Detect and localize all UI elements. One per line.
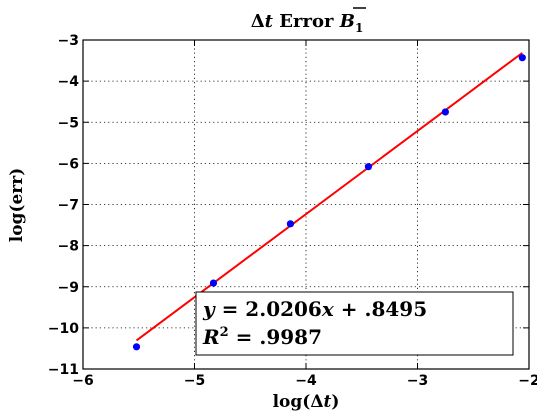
title-var-t: t xyxy=(265,11,274,32)
r-squared-value: = .9987 xyxy=(229,325,322,349)
data-point xyxy=(364,163,373,171)
y-tick-label: −8 xyxy=(58,239,79,255)
data-point xyxy=(518,54,526,62)
annotation-equation: y = 2.0206x + .8495 xyxy=(202,297,427,321)
title-var-b: B xyxy=(339,11,355,32)
y-tick-label: −10 xyxy=(48,321,79,337)
y-tick-label: −6 xyxy=(58,156,79,172)
x-tick-label: −3 xyxy=(407,373,428,389)
x-axis-label: log(Δt) xyxy=(273,392,340,412)
x-tick-label: −4 xyxy=(295,373,317,389)
x-tick-label: −6 xyxy=(72,373,93,389)
y-tick-label: −3 xyxy=(58,33,79,49)
x-label-close: ) xyxy=(331,392,339,412)
title-middle: Error xyxy=(273,11,340,32)
x-label-log: log( xyxy=(273,392,311,412)
title-subscript: 1 xyxy=(355,21,363,35)
points-layer xyxy=(132,54,526,351)
equation-intercept: + .8495 xyxy=(334,297,427,321)
y-axis-label: log(err) xyxy=(7,168,27,243)
r-squared-exponent: 2 xyxy=(220,325,229,340)
ticks: −6 −5 −4 −3 −2 −3 −4 −5 −6 −7 −8 −9 −10 −11 xyxy=(48,33,537,389)
annotation-box xyxy=(195,291,514,356)
y-tick-label: −11 xyxy=(48,362,79,378)
x-label-t: t xyxy=(324,392,332,412)
r-squared-r: R xyxy=(202,325,220,349)
y-tick-label: −5 xyxy=(58,115,79,131)
data-point xyxy=(286,220,294,228)
y-tick-label: −7 xyxy=(58,198,79,214)
data-point xyxy=(441,108,449,116)
fit-annotation: y = 2.0206x + .8495 R2 = .9987 xyxy=(195,291,514,356)
equation-slope: = 2.0206 xyxy=(215,297,322,321)
chart-title: Δt Error B1 xyxy=(251,11,364,35)
annotation-r-squared: R2 = .9987 xyxy=(202,325,322,349)
data-point xyxy=(132,343,141,351)
x-label-delta: Δ xyxy=(310,392,323,412)
y-tick-label: −9 xyxy=(58,280,79,296)
x-tick-label: −2 xyxy=(518,373,537,389)
x-tick-label: −5 xyxy=(184,373,205,389)
y-tick-label: −4 xyxy=(58,74,80,90)
equation-y: y xyxy=(202,297,216,321)
data-point xyxy=(209,279,218,287)
equation-x: x xyxy=(321,297,335,321)
title-delta: Δ xyxy=(251,11,265,32)
